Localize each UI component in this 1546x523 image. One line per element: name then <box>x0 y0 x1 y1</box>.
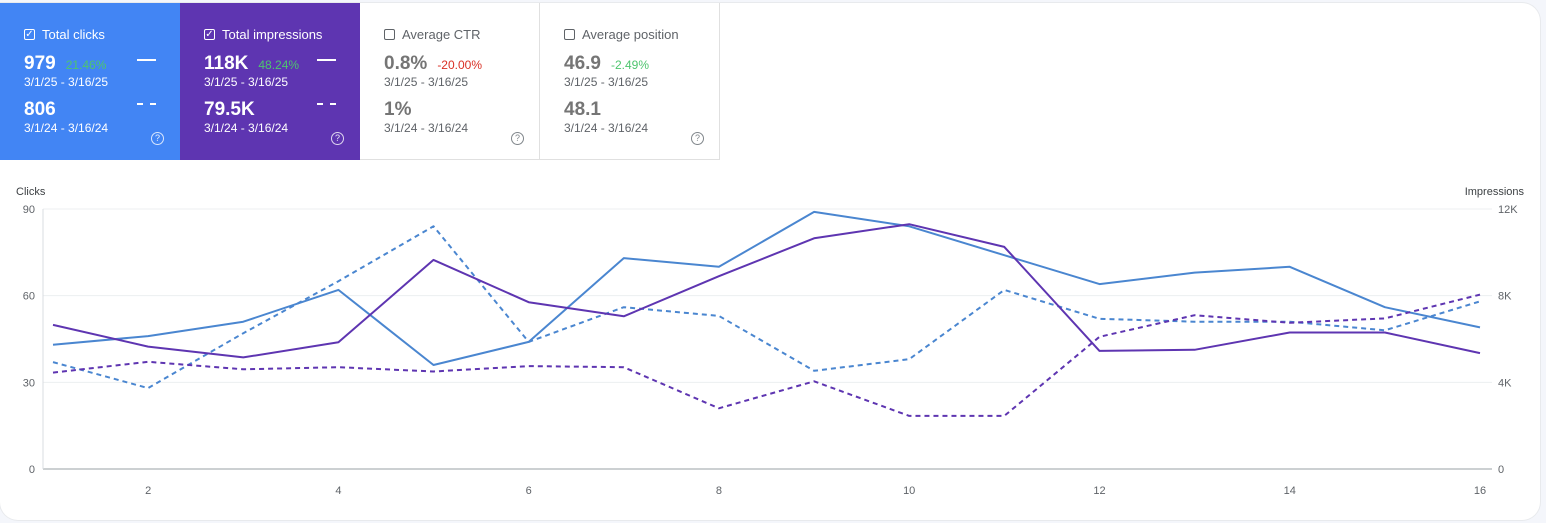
current-row: 118K 48.24% <box>204 53 299 75</box>
performance-chart[interactable]: 0 30 60 90 0 4K 8K 12K 2 4 6 8 10 12 14 16 Clicks Impress… <box>0 3 1540 520</box>
impressions-current-series-line <box>52 223 1481 359</box>
card-title: Average CTR <box>402 27 481 42</box>
previous-range: 3/1/24 - 3/16/24 <box>564 121 649 135</box>
chart-series <box>52 210 1481 417</box>
x-tick-label: 8 <box>716 485 722 497</box>
chart-grid <box>42 208 1492 470</box>
y-right-axis-title: Impressions <box>1465 186 1525 198</box>
average-ctr-card[interactable]: Average CTR 0.8% -20.00% 3/1/25 - 3/16/2… <box>360 3 540 160</box>
card-header: ✓ Total impressions <box>204 27 322 42</box>
previous-range: 3/1/24 - 3/16/24 <box>24 121 109 135</box>
x-tick-label: 12 <box>1093 485 1105 497</box>
checkbox-empty-icon[interactable] <box>384 29 395 40</box>
previous-row: 79.5K <box>204 99 255 121</box>
y-left-tick-label: 0 <box>29 464 35 476</box>
previous-row: 48.1 <box>564 99 601 121</box>
current-value: 0.8% <box>384 53 428 74</box>
checkbox-checked-icon[interactable]: ✓ <box>24 28 35 40</box>
total-impressions-card[interactable]: ✓ Total impressions 118K 48.24% 3/1/25 -… <box>180 3 360 160</box>
card-title: Average position <box>582 27 679 42</box>
help-circle-icon[interactable]: ? <box>511 132 524 145</box>
checkbox-empty-icon[interactable] <box>564 29 575 40</box>
chart-labels: 0 30 60 90 0 4K 8K 12K 2 4 6 8 10 12 14 16 Clicks Impress… <box>16 186 1525 497</box>
dashed-line-legend-icon <box>137 103 156 105</box>
x-tick-label: 2 <box>145 485 151 497</box>
x-tick-label: 16 <box>1474 485 1486 497</box>
current-range: 3/1/25 - 3/16/25 <box>384 75 469 89</box>
change-percent: -2.49% <box>610 58 650 72</box>
card-header: ✓ Total clicks <box>24 27 105 42</box>
y-left-tick-label: 30 <box>23 377 35 389</box>
current-range: 3/1/25 - 3/16/25 <box>24 75 109 89</box>
y-right-tick-label: 12K <box>1498 204 1518 216</box>
x-tick-label: 14 <box>1284 485 1296 497</box>
help-circle-icon[interactable]: ? <box>691 132 704 145</box>
previous-value: 48.1 <box>564 99 601 120</box>
y-left-tick-label: 60 <box>23 291 35 303</box>
previous-row: 1% <box>384 99 411 121</box>
y-left-axis-title: Clicks <box>16 186 46 198</box>
previous-value: 79.5K <box>204 99 255 120</box>
checkbox-checked-icon[interactable]: ✓ <box>204 28 215 40</box>
y-right-tick-label: 4K <box>1498 377 1512 389</box>
clicks-current-series-line <box>52 210 1481 366</box>
current-row: 46.9 -2.49% <box>564 53 649 75</box>
current-row: 0.8% -20.00% <box>384 53 482 75</box>
current-range: 3/1/25 - 3/16/25 <box>564 75 649 89</box>
solid-line-legend-icon <box>137 59 156 61</box>
card-header: Average CTR <box>384 27 481 42</box>
x-tick-label: 6 <box>526 485 532 497</box>
previous-range: 3/1/24 - 3/16/24 <box>204 121 289 135</box>
help-circle-icon[interactable]: ? <box>151 132 164 145</box>
x-tick-label: 4 <box>335 485 341 497</box>
total-clicks-card[interactable]: ✓ Total clicks 979 21.46% 3/1/25 - 3/16/… <box>0 3 180 160</box>
card-title: Total impressions <box>222 27 323 42</box>
card-header: Average position <box>564 27 679 42</box>
previous-range: 3/1/24 - 3/16/24 <box>384 121 469 135</box>
clicks-previous-series-line <box>52 225 1481 390</box>
current-value: 979 <box>24 53 56 74</box>
previous-value: 1% <box>384 99 412 120</box>
help-circle-icon[interactable]: ? <box>331 132 344 145</box>
y-right-tick-label: 0 <box>1498 464 1504 476</box>
performance-panel: ✓ Total clicks 979 21.46% 3/1/25 - 3/16/… <box>0 3 1540 520</box>
impressions-previous-series-line <box>52 293 1481 417</box>
current-row: 979 21.46% <box>24 53 106 75</box>
change-percent: -20.00% <box>437 58 483 72</box>
change-percent: 48.24% <box>258 58 300 72</box>
current-range: 3/1/25 - 3/16/25 <box>204 75 289 89</box>
dashed-line-legend-icon <box>317 103 336 105</box>
y-left-tick-label: 90 <box>23 204 35 216</box>
x-tick-label: 10 <box>903 485 915 497</box>
previous-value: 806 <box>24 99 56 120</box>
y-right-tick-label: 8K <box>1498 291 1512 303</box>
change-percent: 21.46% <box>65 58 107 72</box>
card-title: Total clicks <box>42 27 105 42</box>
metric-cards: ✓ Total clicks 979 21.46% 3/1/25 - 3/16/… <box>0 3 720 160</box>
current-value: 118K <box>204 53 249 74</box>
solid-line-legend-icon <box>317 59 336 61</box>
previous-row: 806 <box>24 99 56 121</box>
average-position-card[interactable]: Average position 46.9 -2.49% 3/1/25 - 3/… <box>540 3 720 160</box>
current-value: 46.9 <box>564 53 601 74</box>
